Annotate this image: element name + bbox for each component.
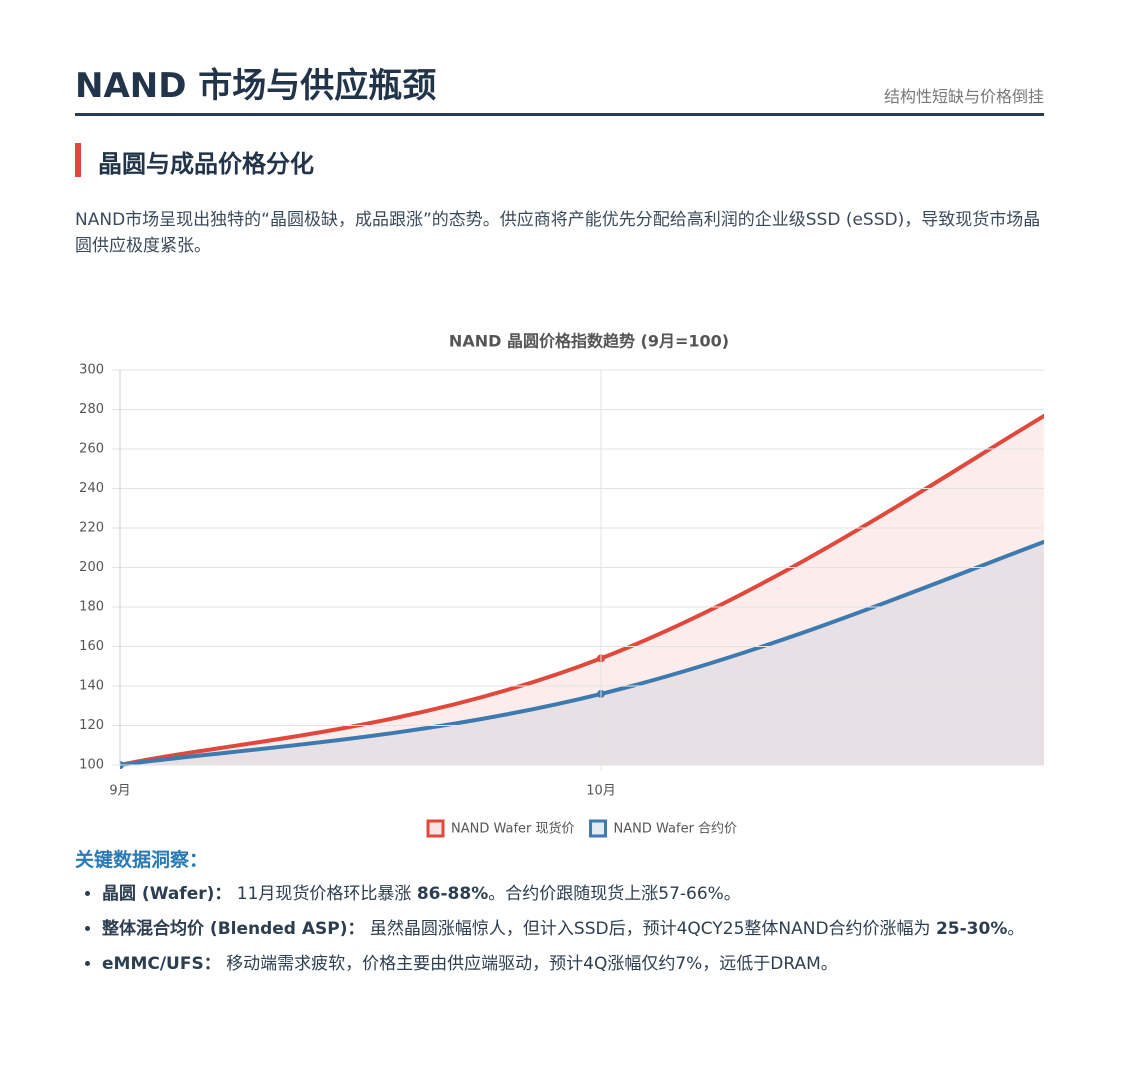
insights-list: 晶圆 (Wafer)： 11月现货价格环比暴涨 86-88%。合约价跟随现货上涨… bbox=[80, 880, 1070, 985]
legend-label: NAND Wafer 现货价 bbox=[451, 821, 575, 837]
insight-item: 晶圆 (Wafer)： 11月现货价格环比暴涨 86-88%。合约价跟随现货上涨… bbox=[102, 880, 1070, 908]
insight-item: 整体混合均价 (Blended ASP)： 虽然晶圆涨幅惊人，但计入SSD后，预… bbox=[102, 915, 1070, 943]
y-tick-label: 180 bbox=[79, 600, 104, 615]
page-title: NAND 市场与供应瓶颈 bbox=[75, 66, 437, 106]
y-tick-label: 300 bbox=[79, 363, 104, 378]
legend-swatch bbox=[426, 819, 445, 838]
insight-emphasis: 86-88% bbox=[416, 884, 489, 904]
section-heading: 晶圆与成品价格分化 bbox=[98, 150, 314, 178]
insight-item: eMMC/UFS： 移动端需求疲软，价格主要由供应端驱动，预计4Q涨幅仅约7%，… bbox=[102, 950, 1070, 978]
y-tick-label: 140 bbox=[79, 679, 104, 694]
y-tick-label: 100 bbox=[79, 758, 104, 773]
chart: NAND 晶圆价格指数趋势 (9月=100) 100 120 140 160 180 20… bbox=[79, 332, 1086, 838]
insight-emphasis: eMMC/UFS： bbox=[102, 954, 221, 974]
y-tick-label: 200 bbox=[79, 560, 104, 575]
y-tick-label: 280 bbox=[79, 402, 104, 417]
header-rule bbox=[75, 113, 1044, 116]
legend-swatch bbox=[589, 819, 608, 838]
point bbox=[1079, 390, 1086, 397]
insight-text: 移动端需求疲软，价格主要由供应端驱动，预计4Q涨幅仅约7%，远低于DRAM。 bbox=[220, 954, 838, 974]
legend-label: NAND Wafer 合约价 bbox=[614, 822, 738, 837]
page-subtitle: 结构性短缺与价格倒挂 bbox=[883, 87, 1044, 106]
y-tick-label: 240 bbox=[79, 481, 104, 496]
x-tick-label: 10月 bbox=[586, 784, 616, 799]
insights-heading: 关键数据洞察： bbox=[75, 849, 209, 871]
section-paragraph: NAND市场呈现出独特的“晶圆极缺，成品跟涨”的态势。供应商将产能优先分配给高利… bbox=[75, 210, 1041, 256]
area bbox=[120, 415, 1044, 765]
insight-text: 。合约价跟随现货上涨57-66%。 bbox=[488, 884, 741, 904]
insight-text: 。 bbox=[1007, 919, 1025, 939]
insight-emphasis: 25-30% bbox=[935, 919, 1008, 939]
y-tick-label: 120 bbox=[79, 718, 104, 733]
chart-title: NAND 晶圆价格指数趋势 (9月=100) bbox=[449, 332, 729, 351]
x-tick-label: 9月 bbox=[109, 784, 130, 799]
point bbox=[1079, 525, 1086, 532]
insight-text: 11月现货价格环比暴涨 bbox=[231, 884, 417, 904]
insight-emphasis: 整体混合均价 (Blended ASP)： bbox=[102, 919, 365, 939]
y-tick-label: 220 bbox=[79, 521, 104, 536]
heading-accent bbox=[75, 143, 81, 177]
insight-text: 虽然晶圆涨幅惊人，但计入SSD后，预计4QCY25整体NAND合约价涨幅为 bbox=[364, 919, 936, 939]
y-tick-label: 260 bbox=[79, 442, 104, 457]
area bbox=[120, 541, 1044, 765]
insight-emphasis: 晶圆 (Wafer)： bbox=[102, 884, 232, 904]
y-tick-label: 160 bbox=[79, 639, 104, 654]
